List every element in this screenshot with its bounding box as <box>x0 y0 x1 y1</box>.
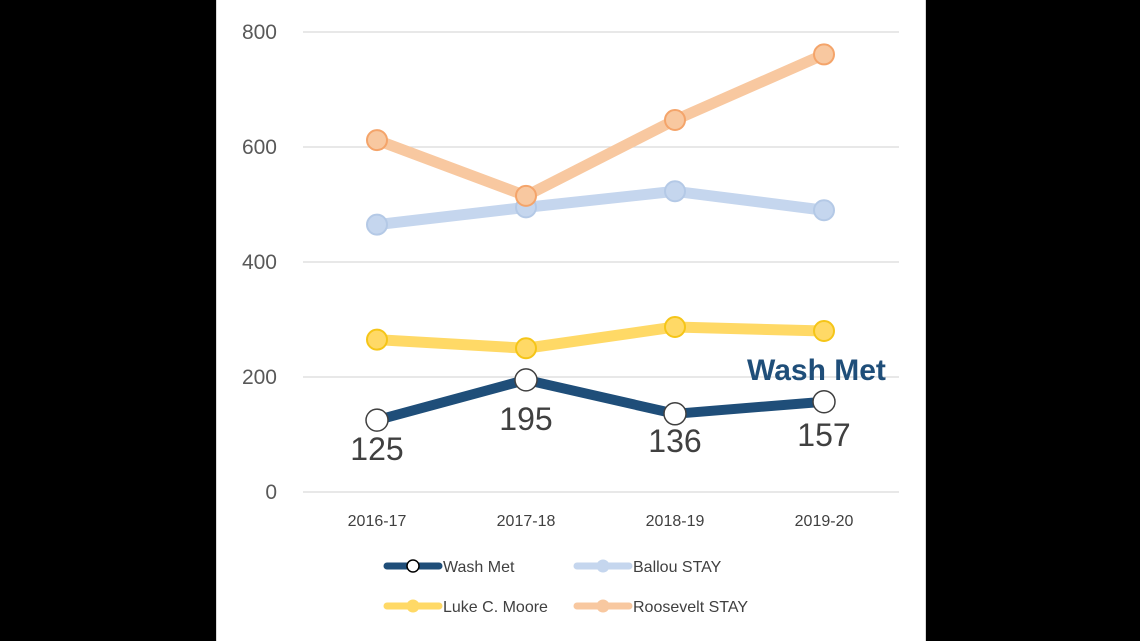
y-tick-label: 0 <box>265 481 277 504</box>
data-point-ballou-stay <box>664 180 686 203</box>
data-label-wash-met: 125 <box>350 431 403 467</box>
data-label-wash-met: 157 <box>797 417 850 453</box>
y-tick-label: 200 <box>242 366 277 389</box>
data-point-roosevelt-stay <box>664 108 686 131</box>
legend-marker-wash-met <box>406 559 420 573</box>
data-point-luke-c-moore <box>813 320 835 342</box>
legend-label-wash-met: Wash Met <box>443 559 515 576</box>
line-chart: 0 200 400 600 800 2016-17 2017-18 2018-19 2019-… <box>242 21 899 616</box>
y-tick-label: 400 <box>242 251 277 274</box>
series-annotation: Wash Met <box>747 354 886 387</box>
data-labels: 125 195 136 157 <box>350 401 850 467</box>
series-markers <box>365 43 836 432</box>
data-point-roosevelt-stay <box>813 43 835 66</box>
series-line-ballou-stay <box>371 185 830 231</box>
data-point-roosevelt-stay <box>515 184 537 207</box>
y-axis-ticks: 0 200 400 600 800 <box>242 21 277 504</box>
y-tick-label: 600 <box>242 136 277 159</box>
data-point-wash-met <box>663 402 687 426</box>
data-point-wash-met <box>365 408 389 432</box>
series-line-roosevelt-stay <box>371 48 830 202</box>
data-point-luke-c-moore <box>366 328 388 351</box>
legend-label-ballou-stay: Ballou STAY <box>633 559 722 576</box>
x-tick-label: 2019-20 <box>795 513 854 530</box>
data-point-roosevelt-stay <box>366 129 388 152</box>
data-label-wash-met: 195 <box>499 401 552 437</box>
series-line-wash-met <box>372 374 829 426</box>
data-point-wash-met <box>514 368 538 392</box>
data-point-wash-met <box>812 389 836 414</box>
legend: Wash Met Ballou STAY Luke C. Moore Roosevel… <box>383 559 748 616</box>
y-tick-label: 800 <box>242 21 277 44</box>
data-point-luke-c-moore <box>664 315 686 338</box>
legend-label-luke-c-moore: Luke C. Moore <box>443 599 548 616</box>
series-line-luke-c-moore <box>371 321 830 354</box>
chart-frame: 0 200 400 600 800 2016-17 2017-18 2018-19 2019-… <box>216 0 926 641</box>
legend-marker-roosevelt-stay <box>596 599 610 613</box>
legend-label-roosevelt-stay: Roosevelt STAY <box>633 599 748 616</box>
data-point-ballou-stay <box>813 199 835 222</box>
data-point-luke-c-moore <box>515 337 537 360</box>
x-tick-label: 2018-19 <box>646 513 705 530</box>
data-point-ballou-stay <box>366 213 388 236</box>
x-tick-label: 2017-18 <box>497 513 556 530</box>
legend-marker-luke-c-moore <box>406 599 420 613</box>
x-tick-label: 2016-17 <box>348 513 407 530</box>
x-axis-ticks: 2016-17 2017-18 2018-19 2019-20 <box>348 513 854 530</box>
data-label-wash-met: 136 <box>648 423 701 459</box>
legend-marker-ballou-stay <box>596 559 610 573</box>
series-lines <box>371 48 830 426</box>
